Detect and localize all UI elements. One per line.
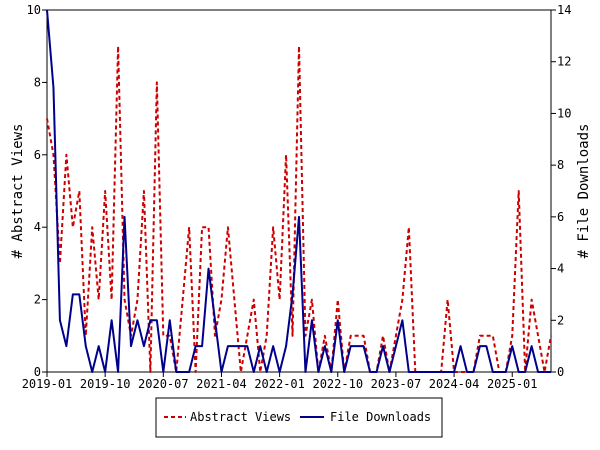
legend: Abstract Views File Downloads bbox=[155, 397, 443, 438]
y-right-tick-label: 12 bbox=[557, 55, 571, 69]
x-tick-label: 2024-04 bbox=[429, 377, 480, 391]
series-line-file-downloads bbox=[46, 9, 551, 373]
x-tick-label: 2023-07 bbox=[371, 377, 422, 391]
x-tick-label: 2025-01 bbox=[487, 377, 538, 391]
y-left-tick-label: 0 bbox=[34, 365, 41, 379]
y-right-tick-label: 4 bbox=[557, 262, 564, 276]
y-left-tick-label: 10 bbox=[27, 3, 41, 17]
y-right-tick-label: 2 bbox=[557, 313, 564, 327]
y-axis-right-label: # File Downloads bbox=[576, 124, 592, 259]
x-tick-label: 2019-10 bbox=[80, 377, 131, 391]
y-left-tick-label: 4 bbox=[34, 220, 41, 234]
x-tick-label: 2022-10 bbox=[312, 377, 363, 391]
y-left-tick-label: 2 bbox=[34, 293, 41, 307]
y-right-tick-label: 0 bbox=[557, 365, 564, 379]
legend-label-file-downloads: File Downloads bbox=[330, 410, 431, 424]
x-tick-label: 2022-01 bbox=[254, 377, 305, 391]
y-right-tick-label: 8 bbox=[557, 158, 564, 172]
y-axis-left-label: # Abstract Views bbox=[10, 124, 26, 259]
x-tick-label: 2019-01 bbox=[22, 377, 73, 391]
legend-label-abstract-views: Abstract Views bbox=[190, 410, 291, 424]
y-left-tick-label: 6 bbox=[34, 148, 41, 162]
y-left-tick-label: 8 bbox=[34, 75, 41, 89]
legend-box bbox=[155, 397, 443, 438]
y-axis-left: 0 2 4 6 8 10 bbox=[27, 3, 47, 379]
y-axis-right: 0 2 4 6 8 10 12 14 bbox=[551, 3, 571, 379]
x-axis: 2019-01 2019-10 2020-07 2021-04 2022-01 2022-… bbox=[22, 372, 538, 391]
y-right-tick-label: 10 bbox=[557, 106, 571, 120]
y-right-tick-label: 14 bbox=[557, 3, 571, 17]
series-layer bbox=[46, 9, 552, 373]
y-right-tick-label: 6 bbox=[557, 210, 564, 224]
x-tick-label: 2020-07 bbox=[138, 377, 189, 391]
x-tick-label: 2021-04 bbox=[196, 377, 247, 391]
